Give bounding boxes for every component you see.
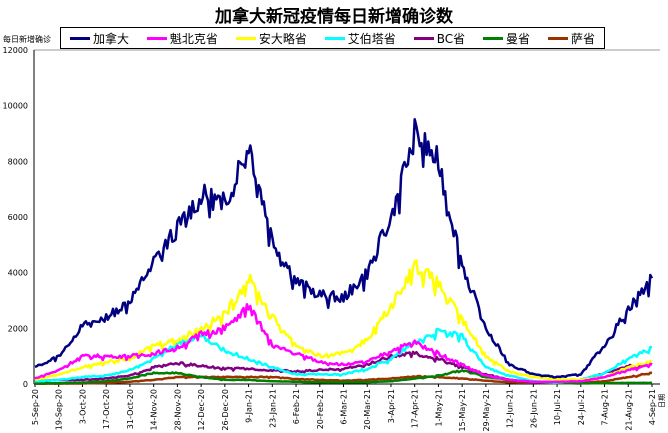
- legend-label: 萨省: [570, 31, 595, 46]
- x-tick-label: 1-May-21: [434, 389, 443, 426]
- legend-label: 艾伯塔省: [347, 31, 396, 46]
- x-tick-label: 26-Dec-20: [221, 389, 230, 431]
- legend-swatch: [483, 36, 504, 40]
- legend-swatch: [413, 36, 434, 40]
- x-tick-label: 9-Jan-21: [245, 389, 254, 423]
- legend-item: 安大略省: [235, 30, 307, 47]
- legend-swatch: [69, 36, 90, 40]
- legend-item: 曼省: [483, 30, 530, 47]
- y-axis-label: 每日新增确诊: [3, 35, 51, 44]
- y-tick-label: 8000: [8, 157, 28, 166]
- x-tick-label: 4-Sep-21: [648, 389, 657, 425]
- x-tick-label: 17-Oct-20: [102, 389, 111, 429]
- x-tick-label: 24-Jul-21: [577, 389, 586, 425]
- x-tick-label: 17-Apr-21: [411, 389, 420, 428]
- x-tick-label: 12-Jun-21: [506, 389, 515, 428]
- x-tick-label: 3-Oct-20: [78, 389, 87, 424]
- y-tick-label: 6000: [8, 213, 28, 222]
- x-tick-label: 7-Aug-21: [601, 389, 610, 426]
- y-tick-label: 12000: [3, 46, 28, 55]
- x-tick-label: 6-Mar-21: [340, 389, 349, 425]
- x-tick-label: 21-Aug-21: [624, 389, 633, 431]
- legend-item: 加拿大: [69, 30, 129, 47]
- y-tick-label: 2000: [8, 324, 28, 333]
- legend-swatch: [547, 36, 568, 40]
- legend-item: 艾伯塔省: [324, 30, 396, 47]
- y-tick-label: 0: [23, 380, 28, 389]
- legend: 加拿大 魁北克省 安大略省 艾伯塔省 BC省 曼省 萨省: [60, 27, 605, 49]
- legend-swatch: [324, 36, 345, 40]
- x-tick-label: 26-Jun-21: [529, 389, 538, 428]
- legend-item: 萨省: [547, 30, 595, 47]
- x-tick-label: 20-Mar-21: [363, 389, 372, 430]
- series-line-2: [34, 259, 653, 382]
- x-tick-label: 10-Jul-21: [553, 389, 562, 425]
- x-tick-label: 31-Oct-20: [126, 389, 135, 429]
- legend-label: 曼省: [506, 31, 531, 46]
- x-tick-label: 20-Feb-21: [316, 389, 325, 429]
- legend-item: BC省: [413, 30, 466, 47]
- y-tick-label: 4000: [8, 269, 28, 278]
- legend-item: 魁北克省: [146, 30, 218, 47]
- legend-label: BC省: [436, 31, 466, 46]
- x-tick-label: 5-Sep-20: [31, 389, 40, 425]
- legend-label: 加拿大: [92, 31, 129, 46]
- x-tick-label: 3-Apr-21: [387, 389, 396, 423]
- legend-swatch: [146, 36, 167, 40]
- legend-swatch: [235, 36, 256, 40]
- x-tick-label: 23-Jan-21: [268, 389, 277, 428]
- legend-label: 魁北克省: [169, 31, 218, 46]
- x-tick-label: 28-Nov-20: [173, 389, 182, 431]
- series-line-1: [34, 302, 653, 384]
- x-tick-label: 29-May-21: [482, 389, 491, 432]
- x-tick-label: 15-May-21: [458, 389, 467, 432]
- x-tick-label: 19-Sep-20: [55, 389, 64, 430]
- series-line-0: [34, 118, 654, 379]
- chart-title: 加拿大新冠疫情每日新增确诊数: [215, 7, 453, 27]
- x-tick-label: 14-Nov-20: [150, 389, 159, 431]
- y-tick-label: 10000: [3, 102, 28, 111]
- legend-label: 安大略省: [258, 31, 307, 46]
- x-tick-label: 12-Dec-20: [197, 389, 206, 431]
- x-axis-label: 日期: [658, 394, 666, 408]
- x-tick-label: 6-Feb-21: [292, 389, 301, 424]
